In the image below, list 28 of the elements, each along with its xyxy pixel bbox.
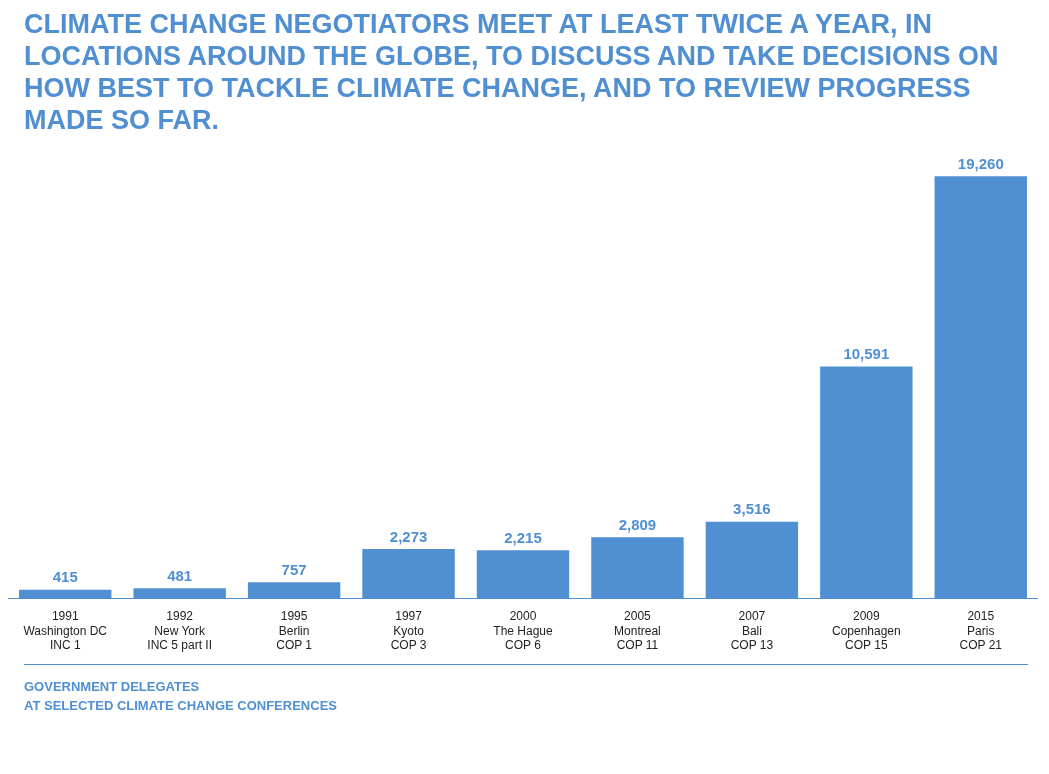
data-label: 481 [167, 566, 193, 584]
bar [591, 537, 684, 599]
chart-title: CLIMATE CHANGE NEGOTIATORS MEET AT LEAST TWICE A YEAR, IN LOCATIONS AROUND THE GLOBE, TO DISCUSS AND TAKE DECISIONS ON HOW BEST TO TACKLE CLIMATE CHANGE, AND TO REVIEW PROGRESS MADE SO FAR. [23, 8, 1000, 136]
data-label: 2,273 [389, 527, 428, 545]
bar [705, 521, 799, 599]
x-tick-label: 1992 New York INC 5 part II [147, 609, 213, 653]
bar [476, 550, 570, 599]
bar [247, 582, 341, 599]
x-tick-label: 2015 Paris COP 21 [959, 609, 1003, 653]
bar [820, 366, 913, 599]
data-label: 2,215 [504, 528, 542, 546]
x-tick-label: 2000 The Hague COP 6 [493, 609, 554, 653]
data-label: 19,260 [957, 154, 1004, 172]
bar [362, 548, 455, 599]
data-label: 415 [52, 568, 78, 586]
data-label: 757 [281, 560, 307, 578]
x-tick-label: 2007 Bali COP 13 [730, 609, 774, 653]
bar [133, 588, 226, 599]
x-tick-label: 2009 Copenhagen COP 15 [831, 609, 901, 653]
data-label: 3,516 [733, 500, 771, 518]
x-tick-label: 1997 Kyoto COP 3 [390, 609, 427, 653]
x-tick-label: 1995 Berlin COP 1 [276, 609, 313, 653]
data-label: 2,809 [618, 515, 657, 533]
text: GOVERNMENT DELEGATES AT SELECTED CLIMATE CHANGE CONFERENCES [24, 678, 338, 715]
data-label: 10,591 [843, 345, 890, 363]
x-tick-label: 1991 Washington DC INC 1 [23, 609, 108, 653]
bar [934, 176, 1027, 599]
x-tick-label: 2005 Montreal COP 11 [614, 609, 661, 653]
